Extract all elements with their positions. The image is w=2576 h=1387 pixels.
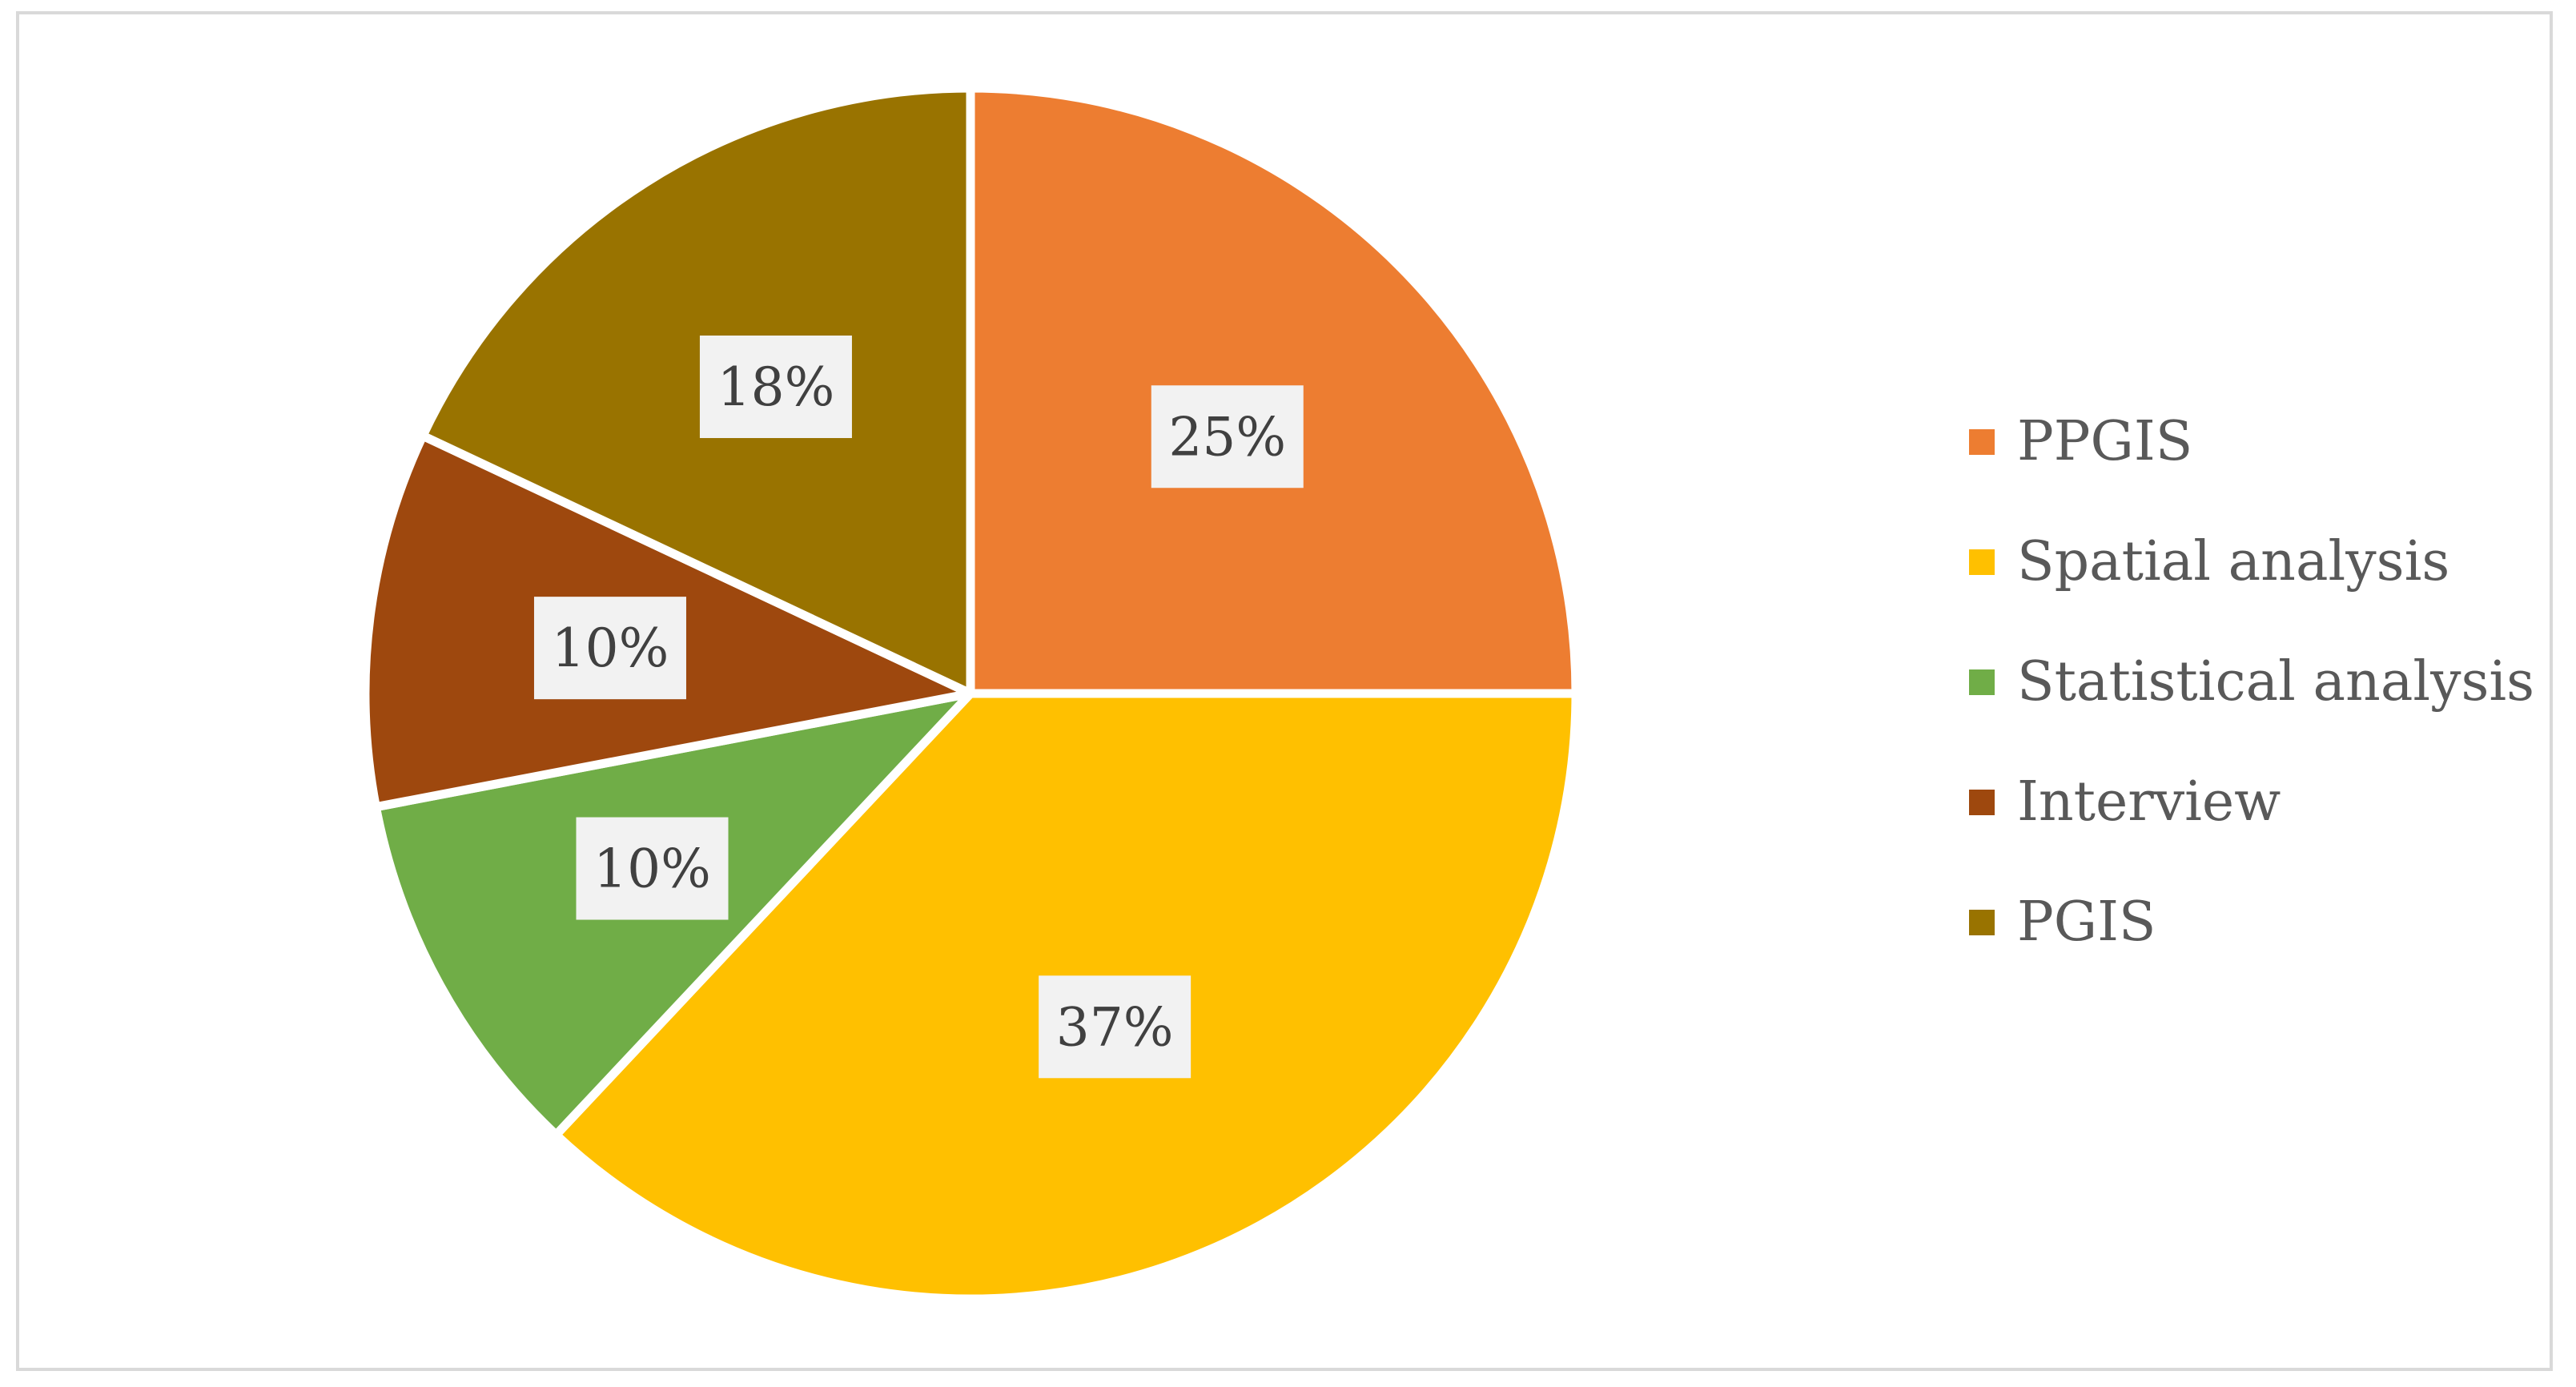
data-label-ppgis: 25% <box>1168 406 1286 468</box>
data-label-box-interview <box>533 597 686 700</box>
data-label-spatial-analysis: 37% <box>1056 996 1174 1058</box>
legend-label-statistical-analysis: Statistical analysis <box>2017 650 2534 714</box>
legend-label-interview: Interview <box>2017 770 2281 834</box>
legend-swatch-statistical-analysis <box>1969 669 1995 695</box>
legend-swatch-spatial-analysis <box>1969 549 1995 575</box>
legend-swatch-interview <box>1969 790 1995 815</box>
legend-label-pgis: PGIS <box>2017 890 2156 954</box>
pie-slice-pgis <box>418 83 975 698</box>
data-label-pgis: 18% <box>717 356 835 418</box>
chart-frame: 25% 37% 10% 10% 18% PPGIS Spatial analysis Sta… <box>16 11 2553 1371</box>
pie-chart: 25% 37% 10% 10% 18% PPGIS Spatial analysis Sta… <box>360 83 2534 1304</box>
legend-label-spatial-analysis: Spatial analysis <box>2017 530 2449 593</box>
data-label-box-ppgis <box>1151 385 1304 488</box>
legend: PPGIS Spatial analysis Statistical analysi… <box>1969 410 2534 954</box>
data-label-interview: 10% <box>552 617 669 679</box>
legend-swatch-ppgis <box>1969 429 1995 455</box>
data-label-box-statistical-analysis <box>576 817 729 920</box>
slice-labels: 25% 37% 10% 10% 18% <box>533 336 1304 1079</box>
data-label-statistical-analysis: 10% <box>593 838 711 900</box>
data-label-box-pgis <box>699 336 852 439</box>
legend-label-ppgis: PPGIS <box>2017 410 2192 473</box>
legend-swatch-pgis <box>1969 910 1995 935</box>
data-label-box-spatial-analysis <box>1039 975 1192 1079</box>
